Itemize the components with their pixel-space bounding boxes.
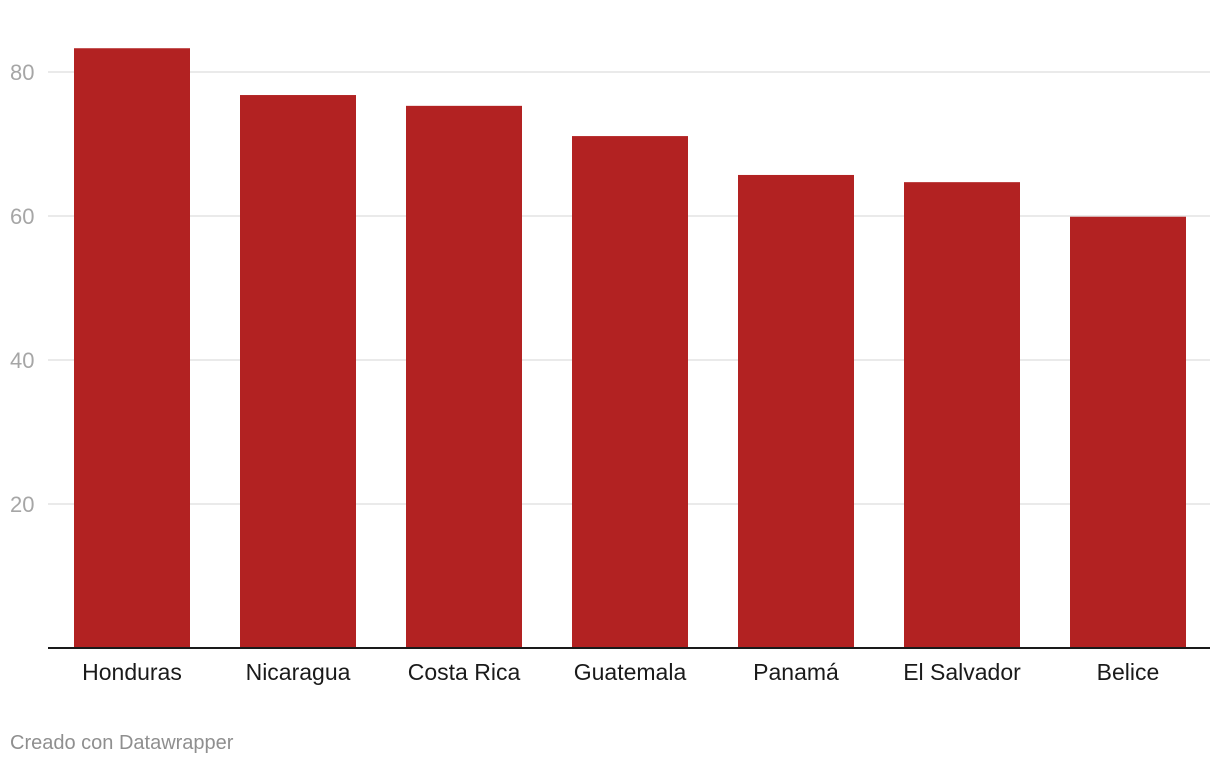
datawrapper-credit: Creado con Datawrapper	[10, 732, 234, 754]
y-axis-tick-labels: 20 40 60 80	[10, 60, 34, 517]
y-tick-label: 60	[10, 204, 34, 229]
bar-nicaragua	[240, 95, 356, 649]
y-tick-label: 80	[10, 60, 34, 85]
bar-panamá	[738, 174, 854, 648]
x-tick-label: Panamá	[753, 659, 839, 685]
x-tick-label: Belice	[1097, 659, 1160, 685]
x-tick-label: El Salvador	[903, 659, 1021, 685]
x-tick-label: Nicaragua	[246, 659, 351, 685]
bar-belice	[1070, 216, 1186, 648]
bars	[74, 48, 1186, 649]
bar-guatemala	[572, 136, 688, 648]
y-tick-label: 40	[10, 348, 34, 373]
bar-honduras	[74, 48, 190, 649]
x-tick-label: Honduras	[82, 659, 182, 685]
x-axis-tick-labels: Honduras Nicaragua Costa Rica Guatemala Pana…	[82, 659, 1159, 685]
bar-costa-rica	[406, 105, 522, 649]
x-tick-label: Guatemala	[574, 659, 687, 685]
x-tick-label: Costa Rica	[408, 659, 521, 685]
bar-el-salvador	[904, 182, 1020, 648]
y-tick-label: 20	[10, 492, 34, 517]
